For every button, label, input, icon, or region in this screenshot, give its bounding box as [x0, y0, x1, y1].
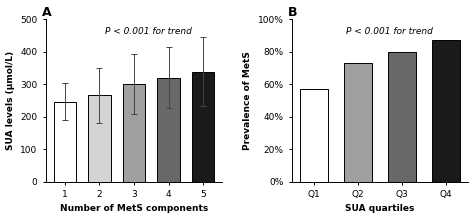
- Bar: [388, 51, 417, 182]
- Bar: [192, 72, 214, 182]
- Bar: [88, 95, 111, 182]
- Y-axis label: SUA levels (μmol/L): SUA levels (μmol/L): [6, 51, 15, 150]
- X-axis label: Number of MetS components: Number of MetS components: [60, 205, 208, 214]
- Bar: [123, 84, 145, 182]
- X-axis label: SUA quartiles: SUA quartiles: [346, 205, 415, 214]
- Text: P < 0.001 for trend: P < 0.001 for trend: [105, 27, 191, 36]
- Bar: [300, 89, 328, 182]
- Text: P < 0.001 for trend: P < 0.001 for trend: [346, 27, 432, 36]
- Y-axis label: Prevalence of MetS: Prevalence of MetS: [243, 51, 252, 150]
- Text: B: B: [288, 6, 298, 19]
- Bar: [54, 102, 76, 182]
- Bar: [157, 78, 180, 182]
- Bar: [432, 40, 460, 182]
- Bar: [344, 63, 373, 182]
- Text: A: A: [42, 6, 52, 19]
